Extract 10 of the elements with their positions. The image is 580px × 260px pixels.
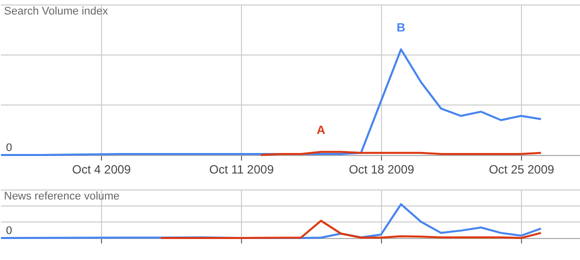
x-tick-label: Oct 4 2009	[72, 162, 132, 176]
annotation: B	[396, 20, 406, 34]
x-tick-label: Oct 25 2009	[488, 162, 555, 176]
annotation: 0	[6, 225, 12, 237]
chart-title: Search Volume index	[4, 6, 108, 18]
x-tick-label: Oct 18 2009	[348, 162, 415, 176]
annotation: 0	[6, 142, 12, 154]
annotation: A	[316, 122, 326, 137]
x-tick-label: Oct 11 2009	[209, 162, 274, 176]
chart-title: News reference volume	[4, 190, 120, 202]
